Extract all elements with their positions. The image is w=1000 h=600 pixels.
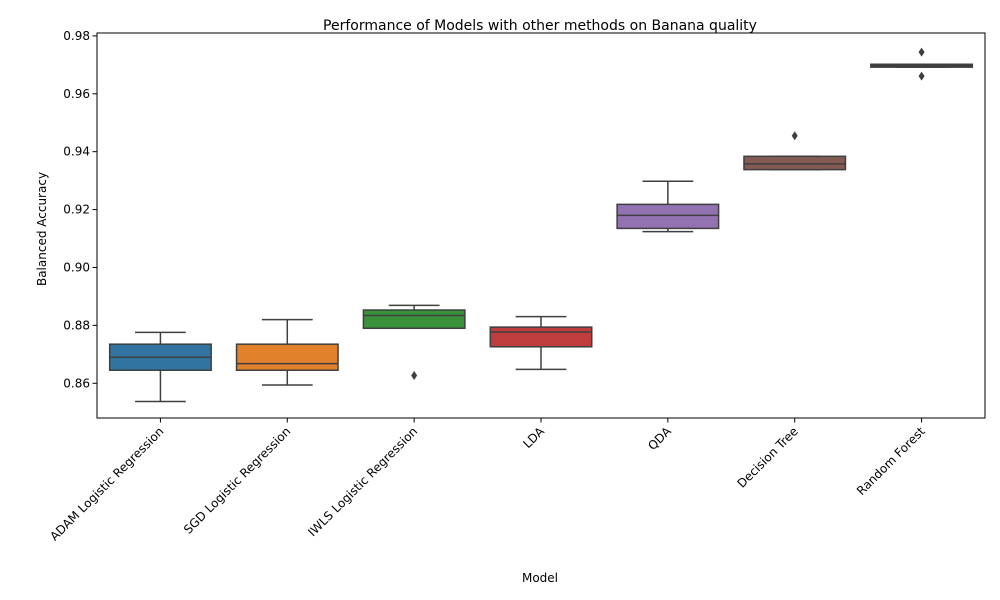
box-group bbox=[870, 47, 974, 81]
box-group bbox=[108, 331, 212, 403]
box-group bbox=[362, 304, 466, 380]
y-tick-label: 0.90 bbox=[63, 260, 90, 274]
plot-frame bbox=[96, 32, 986, 419]
x-axis: ADAM Logistic Regression SGD Logistic Reg… bbox=[47, 418, 928, 544]
x-tick-label: Random Forest bbox=[854, 424, 928, 498]
y-axis: 0.86 0.88 0.90 0.92 0.94 0.96 0.98 bbox=[63, 29, 97, 390]
outlier-point bbox=[411, 370, 418, 380]
y-tick-label: 0.86 bbox=[63, 376, 90, 390]
chart-title: Performance of Models with other methods… bbox=[323, 18, 757, 34]
x-tick-label: ADAM Logistic Regression bbox=[47, 424, 166, 543]
box bbox=[235, 343, 339, 371]
y-axis-title: Balanced Accuracy bbox=[35, 172, 49, 286]
x-tick-label: QDA bbox=[645, 424, 674, 453]
y-tick-label: 0.92 bbox=[63, 203, 90, 217]
box bbox=[489, 326, 593, 348]
box-group bbox=[489, 315, 593, 371]
box bbox=[743, 155, 847, 171]
outlier-point bbox=[791, 131, 798, 141]
x-axis-title: Model bbox=[522, 571, 558, 585]
x-tick-label: IWLS Logistic Regression bbox=[305, 424, 420, 539]
x-tick-label: SGD Logistic Regression bbox=[181, 424, 293, 536]
box-group bbox=[743, 131, 847, 171]
y-tick-label: 0.94 bbox=[63, 145, 90, 159]
axes-border bbox=[96, 32, 986, 419]
y-tick-label: 0.98 bbox=[63, 29, 90, 43]
x-tick-label: Decision Tree bbox=[734, 424, 800, 490]
box-group bbox=[235, 318, 339, 386]
y-tick-label: 0.96 bbox=[63, 87, 90, 101]
box-group bbox=[616, 180, 720, 233]
y-tick-label: 0.88 bbox=[63, 318, 90, 332]
outlier-point bbox=[918, 47, 925, 57]
box bbox=[362, 309, 466, 330]
box bbox=[616, 203, 720, 230]
outlier-point bbox=[918, 71, 925, 81]
x-tick-label: LDA bbox=[520, 424, 547, 451]
plot-area bbox=[108, 47, 974, 403]
